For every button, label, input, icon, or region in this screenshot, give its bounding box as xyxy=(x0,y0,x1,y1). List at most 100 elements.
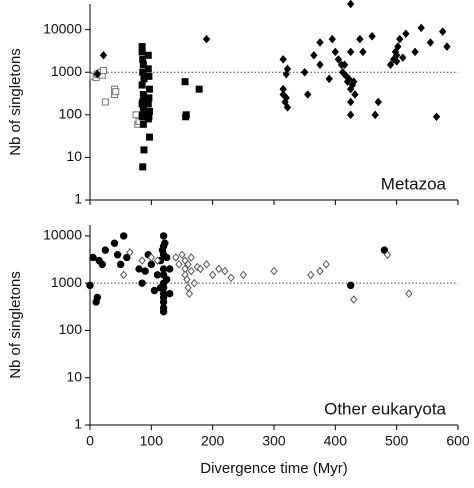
point xyxy=(166,265,174,273)
point xyxy=(185,289,194,298)
y-tick-label: 10 xyxy=(66,368,82,384)
point xyxy=(162,275,171,284)
point xyxy=(345,74,353,84)
y-tick-label: 10000 xyxy=(43,20,82,36)
point xyxy=(195,85,203,93)
point xyxy=(350,77,358,86)
point xyxy=(112,88,120,96)
point xyxy=(166,289,174,298)
point xyxy=(138,48,146,56)
point xyxy=(138,81,146,89)
point xyxy=(350,295,358,304)
x-tick-label: 400 xyxy=(324,433,348,449)
point xyxy=(162,253,171,262)
point xyxy=(386,60,395,69)
point xyxy=(215,264,223,274)
y-tick-label: 10000 xyxy=(43,227,82,243)
point xyxy=(270,266,278,276)
point xyxy=(221,266,229,276)
point xyxy=(187,253,195,262)
point xyxy=(126,248,134,257)
point xyxy=(282,93,290,103)
point xyxy=(150,286,159,295)
point xyxy=(322,260,330,269)
point xyxy=(93,69,102,79)
point xyxy=(316,38,324,47)
point xyxy=(138,113,146,121)
point xyxy=(153,271,162,279)
point xyxy=(283,64,292,74)
point xyxy=(153,256,162,265)
point xyxy=(202,260,211,269)
point xyxy=(144,65,152,73)
x-tick-label: 500 xyxy=(385,433,409,449)
point xyxy=(325,74,333,84)
point xyxy=(93,293,102,302)
x-axis-label: Divergence time (Myr) xyxy=(200,460,348,477)
point xyxy=(144,115,152,123)
point xyxy=(346,281,355,290)
point xyxy=(147,253,155,262)
y-tick-label: 10 xyxy=(66,148,82,164)
point xyxy=(347,0,355,9)
y-tick-label: 1000 xyxy=(51,63,82,79)
point xyxy=(347,97,355,107)
point xyxy=(432,112,441,122)
point xyxy=(351,90,359,99)
point xyxy=(123,253,131,262)
point xyxy=(161,239,169,247)
point xyxy=(340,60,349,69)
point xyxy=(183,275,191,284)
point xyxy=(140,146,148,154)
x-tick-label: 200 xyxy=(201,433,225,449)
point xyxy=(359,47,367,57)
point xyxy=(393,57,401,66)
point xyxy=(187,266,195,276)
annotation: Metazoa xyxy=(381,174,447,193)
point xyxy=(89,253,97,262)
point xyxy=(304,90,312,99)
point xyxy=(110,239,119,247)
point xyxy=(399,53,407,62)
point xyxy=(383,250,392,259)
point xyxy=(145,133,153,141)
point xyxy=(147,260,156,269)
point xyxy=(402,29,410,39)
point xyxy=(145,85,153,93)
point xyxy=(371,110,379,120)
point xyxy=(426,38,435,47)
x-tick-label: 100 xyxy=(140,433,164,449)
point xyxy=(99,51,108,60)
point xyxy=(411,47,419,57)
point xyxy=(301,67,309,77)
point xyxy=(138,256,146,265)
point xyxy=(139,163,147,171)
y-tick-label: 1 xyxy=(74,416,82,432)
point xyxy=(120,232,128,240)
point xyxy=(159,232,168,240)
point xyxy=(239,270,247,280)
point xyxy=(405,289,413,298)
point xyxy=(145,94,153,102)
point xyxy=(159,307,168,316)
point xyxy=(99,66,107,74)
point xyxy=(316,266,324,276)
x-tick-label: 300 xyxy=(262,433,286,449)
point xyxy=(368,31,376,41)
point xyxy=(141,267,149,275)
point xyxy=(439,27,447,36)
point xyxy=(101,98,109,106)
point xyxy=(374,97,382,107)
point xyxy=(181,78,189,86)
point xyxy=(182,113,190,121)
point xyxy=(310,51,318,60)
point xyxy=(417,23,425,33)
point xyxy=(132,111,140,119)
x-tick-label: 600 xyxy=(446,433,470,449)
point xyxy=(196,264,205,274)
point xyxy=(98,260,106,269)
point xyxy=(307,270,315,280)
point xyxy=(184,260,192,269)
point xyxy=(139,120,147,128)
